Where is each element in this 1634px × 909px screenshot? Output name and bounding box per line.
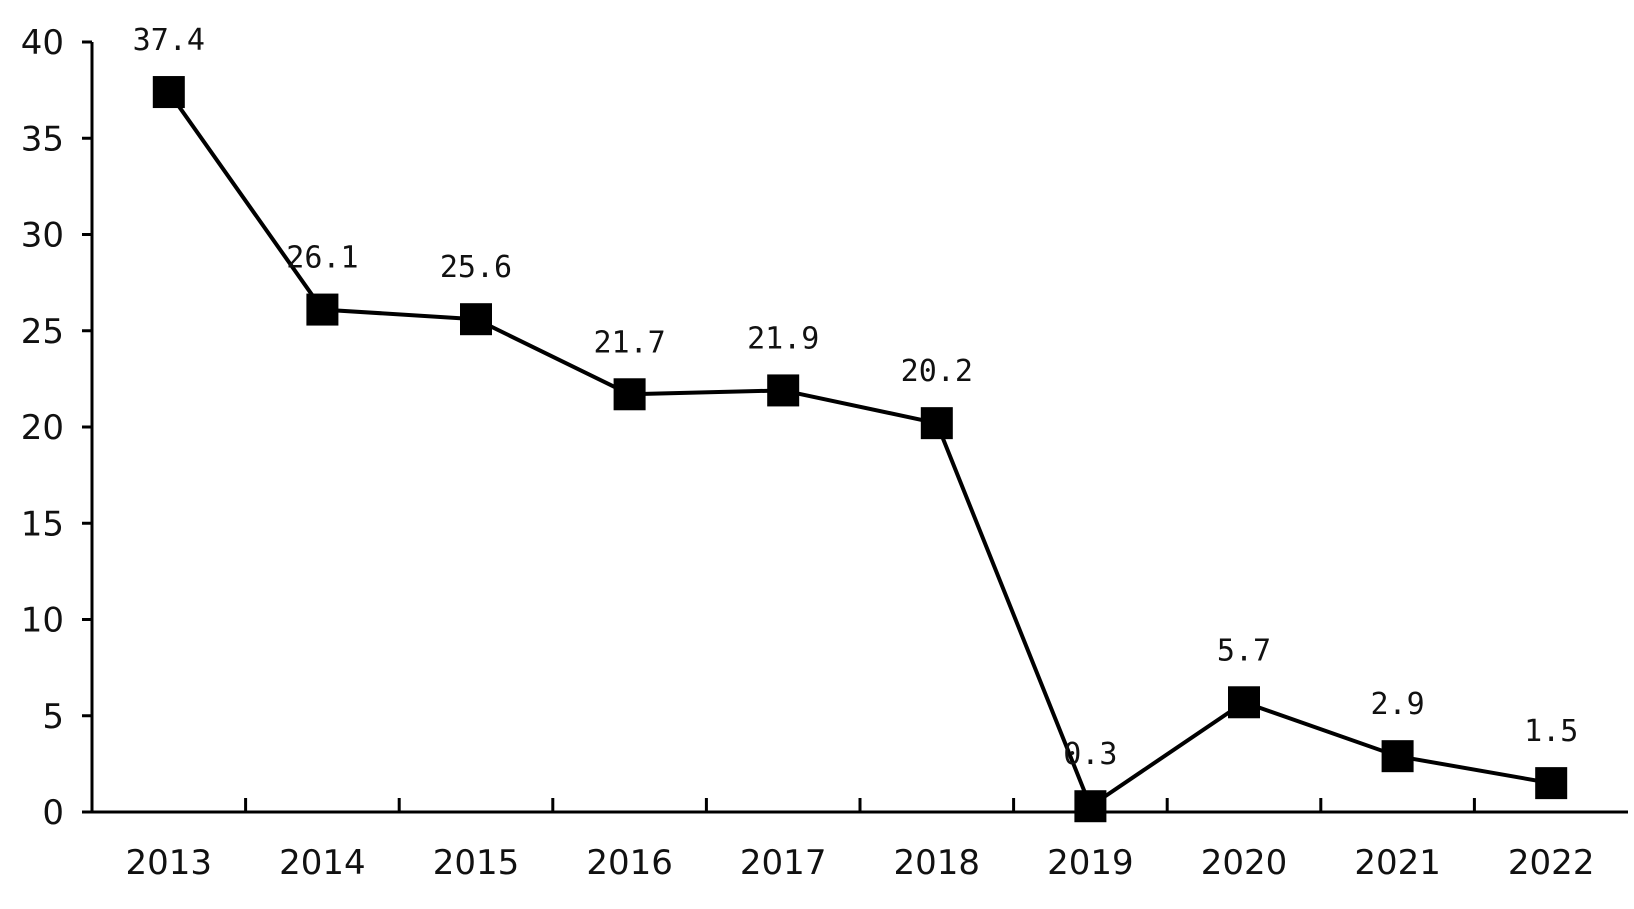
y-tick-label: 25	[21, 312, 64, 352]
x-tick-label: 2015	[433, 843, 520, 883]
data-point-marker	[613, 378, 646, 411]
data-label: 26.1	[286, 241, 358, 276]
x-tick-label: 2021	[1354, 843, 1441, 883]
y-tick-label: 20	[21, 408, 64, 448]
x-axis-ticks: 2013 2014 2015 2016 2017 2018 2019 2020 2021 2022	[126, 798, 1595, 883]
y-tick-label: 5	[42, 697, 64, 737]
data-label: 21.7	[593, 325, 665, 360]
x-tick-label: 2022	[1508, 843, 1595, 883]
x-tick-label: 2020	[1201, 843, 1288, 883]
y-tick-label: 0	[42, 793, 64, 833]
data-point-marker	[920, 407, 953, 440]
data-point-marker	[1228, 686, 1260, 719]
data-label: 1.5	[1524, 714, 1578, 749]
data-point-marker	[306, 293, 339, 326]
data-label: 37.4	[133, 23, 205, 58]
data-point-marker	[1074, 790, 1107, 823]
data-point-marker	[1381, 740, 1414, 773]
data-label: 21.9	[747, 321, 819, 356]
data-label: 2.9	[1371, 687, 1425, 722]
data-point-marker	[152, 76, 185, 109]
data-point-marker	[767, 374, 800, 407]
x-tick-label: 2016	[586, 843, 673, 883]
y-tick-label: 30	[21, 216, 64, 256]
series-group	[152, 76, 1568, 823]
data-label: 20.2	[901, 354, 973, 389]
data-labels: 37.4 26.1 25.6 21.7 21.9 20.2 0.3 5.7 2.9 1.5	[133, 23, 1579, 772]
y-axis-ticks: 0 5 10 15 20 25 30 35 40	[21, 23, 92, 833]
x-tick-label: 2018	[894, 843, 981, 883]
data-point-marker	[1535, 767, 1568, 800]
y-tick-label: 35	[21, 119, 64, 159]
x-tick-label: 2013	[126, 843, 213, 883]
data-label: 0.3	[1063, 737, 1117, 772]
y-tick-label: 15	[21, 504, 64, 544]
x-tick-label: 2019	[1047, 843, 1134, 883]
series-line	[167, 90, 1552, 809]
x-tick-label: 2017	[740, 843, 827, 883]
y-tick-label: 10	[21, 601, 64, 641]
y-tick-label: 40	[21, 23, 64, 63]
data-point-marker	[460, 303, 492, 336]
data-label: 25.6	[440, 250, 512, 285]
x-tick-label: 2014	[279, 843, 366, 883]
data-label: 5.7	[1217, 633, 1271, 668]
